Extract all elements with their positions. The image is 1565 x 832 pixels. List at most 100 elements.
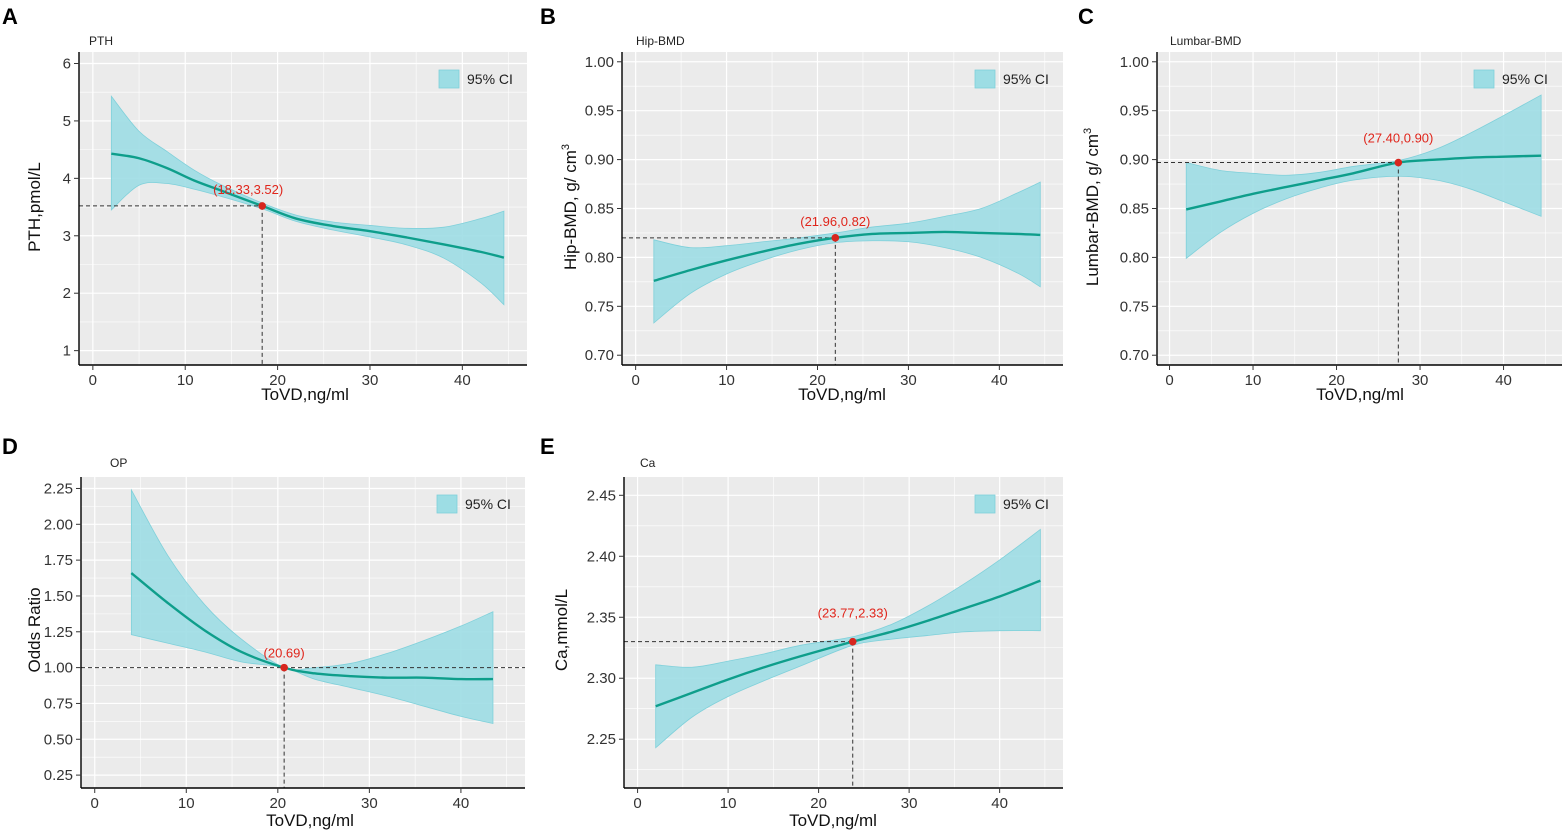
fitted-curve [130,572,493,681]
y-tick-label: 3 [63,228,71,245]
y-tick-label: 0.70 [1120,347,1149,364]
x-tick-label: 40 [991,372,1008,389]
y-tick-label: 0.85 [585,201,614,218]
y-tick-label: 2.35 [587,609,616,626]
ci-band [110,95,505,306]
highlight-point [258,202,266,210]
panel-c-lumbar-bmd: C Lumbar-BMD (27.40,0.90) 95% CI 0 10 20 30 40… [1078,4,1562,404]
y-axis-title: Ca,mmol/L [552,589,571,671]
legend-swatch [974,494,996,514]
x-tick-label: 0 [631,372,639,389]
ci-band [130,488,494,725]
x-tick-label: 20 [809,372,826,389]
plot-area: (23.77,2.33) 95% CI 0 10 20 30 40 2.25 2.30 2.35 2… [587,477,1063,812]
y-tick-label: 4 [63,170,71,187]
panel-subtitle: Ca [640,456,656,470]
panel-letter: E [540,434,555,459]
x-tick-label: 20 [269,795,286,812]
highlight-point-label: (27.40,0.90) [1363,131,1433,146]
y-tick-label: 0.80 [585,249,614,266]
x-tick-label: 30 [901,795,918,812]
x-tick-label: 0 [1165,372,1173,389]
y-axis-title: Lumbar-BMD, g/ cm3 [1082,128,1102,286]
y-tick-label: 1.00 [44,660,73,677]
x-tick-label: 20 [1328,372,1345,389]
y-tick-label: 0.90 [585,152,614,169]
y-tick-label: 6 [63,55,71,72]
y-axis-title: PTH,pmol/L [25,162,44,252]
plot-area: (18.33,3.52) 95% CI 0 10 20 30 40 1 2 3 4 5 6 [63,52,527,389]
x-tick-label: 30 [362,372,379,389]
x-tick-label: 0 [633,795,641,812]
y-tick-label: 1.25 [44,624,73,641]
panel-subtitle: OP [110,456,127,470]
x-tick-label: 0 [91,795,99,812]
y-axis-title-text: PTH,pmol/L [25,162,44,252]
y-axis-title-text: Odds Ratio [25,587,44,672]
x-axis-title: ToVD,ng/ml [798,385,886,404]
y-axis-title-text: Hip-BMD, g/ cm [561,150,580,270]
x-tick-label: 20 [269,372,286,389]
y-tick-label: 2.40 [587,548,616,565]
y-tick-label: 1.00 [1120,54,1149,71]
panel-d-op: D OP (20.69) 95% CI 0 10 20 30 40 0.25 0.50 0.75 1… [2,434,525,830]
y-axis-title: Odds Ratio [25,587,44,672]
y-tick-label: 0.95 [1120,103,1149,120]
y-tick-label: 0.75 [585,298,614,315]
x-tick-label: 30 [361,795,378,812]
y-tick-label: 1.00 [585,54,614,71]
x-axis-title: ToVD,ng/ml [1316,385,1404,404]
y-tick-label: 0.85 [1120,201,1149,218]
highlight-point [280,663,288,672]
highlight-point [1394,158,1403,167]
x-axis-title: ToVD,ng/ml [261,385,349,404]
panel-subtitle: Hip-BMD [636,34,685,48]
x-tick-label: 10 [720,795,737,812]
y-tick-label: 2.00 [44,516,73,533]
y-axis-title-text: Lumbar-BMD, g/ cm [1083,134,1102,286]
x-tick-label: 40 [453,795,470,812]
panel-subtitle: Lumbar-BMD [1170,34,1242,48]
legend-label: 95% CI [1003,71,1049,87]
y-tick-label: 2 [63,285,71,302]
ci-band [1185,94,1542,260]
legend-swatch [974,69,996,89]
legend-label: 95% CI [467,71,513,87]
y-axis-title-text: Ca,mmol/L [552,589,571,671]
legend-label: 95% CI [465,496,511,512]
y-tick-label: 0.70 [585,347,614,364]
y-tick-label: 0.90 [1120,152,1149,169]
y-tick-label: 0.75 [44,695,73,712]
plot-area: (21.96,0.82) 95% CI 0 10 20 30 40 0.70 0.75 0.80 0… [585,52,1063,389]
y-tick-label: 0.25 [44,767,73,784]
legend-label: 95% CI [1003,496,1049,512]
x-tick-label: 0 [89,372,97,389]
y-axis-title: Hip-BMD, g/ cm3 [560,144,580,270]
y-tick-label: 1.75 [44,552,73,569]
y-axis-title-superscript: 3 [1082,128,1094,134]
x-tick-label: 40 [454,372,471,389]
y-tick-label: 5 [63,113,71,130]
panel-e-ca: E Ca (23.77,2.33) 95% CI 0 10 20 30 40 2.25 2.30… [540,434,1063,830]
plot-area: (20.69) 95% CI 0 10 20 30 40 0.25 0.50 0.75 1.00 1.… [44,477,525,812]
x-axis-title: ToVD,ng/ml [789,811,877,830]
legend-swatch [436,494,458,514]
y-tick-label: 0.50 [44,731,73,748]
fitted-curve [653,230,1041,283]
x-tick-label: 10 [718,372,735,389]
x-tick-label: 40 [1495,372,1512,389]
panel-a-pth: A PTH (18.33,3.52)95% CI0 10 20 30 40123456 … [2,4,527,404]
y-tick-label: 0.75 [1120,298,1149,315]
x-tick-label: 20 [810,795,827,812]
legend-swatch [438,69,460,89]
y-axis-title-superscript: 3 [560,144,572,150]
highlight-point [831,234,840,242]
plot-area: (27.40,0.90) 95% CI 0 10 20 30 40 0.70 0.75 0.80 0… [1120,52,1562,389]
ci-band [653,181,1041,324]
highlight-point [848,637,857,646]
x-tick-label: 10 [178,795,195,812]
panel-letter: A [2,4,18,29]
x-axis-title: ToVD,ng/ml [266,811,354,830]
x-tick-label: 10 [1245,372,1262,389]
